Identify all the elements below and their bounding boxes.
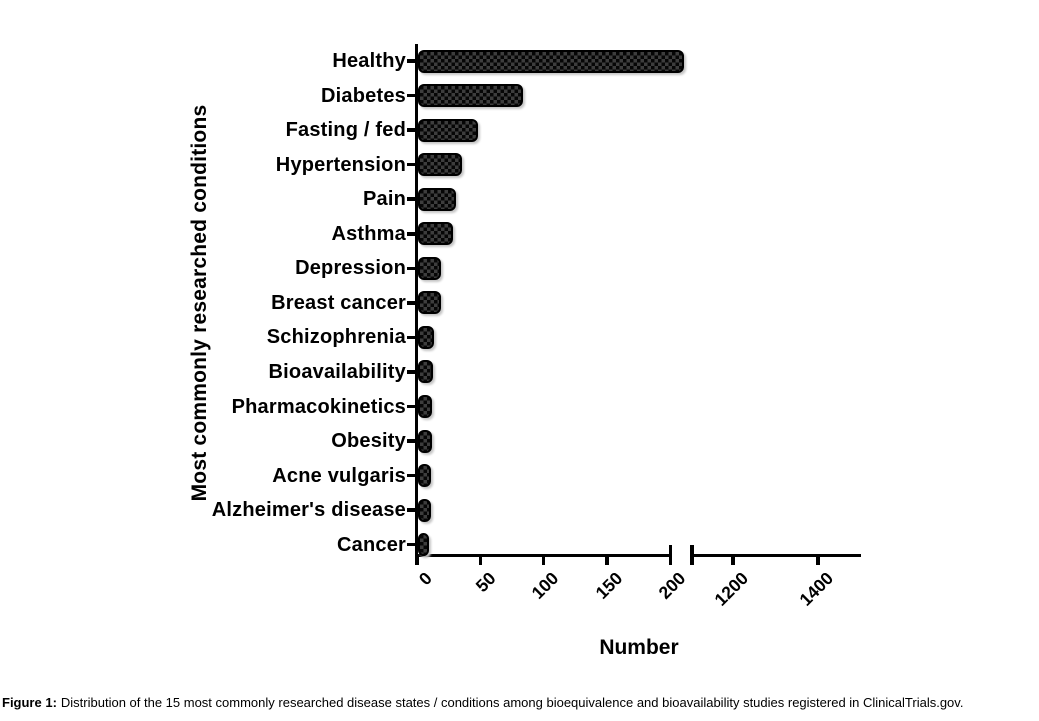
bar — [418, 187, 456, 211]
bar — [418, 291, 441, 315]
y-axis-tick — [406, 197, 415, 201]
x-tick-label: 1400 — [795, 568, 838, 610]
y-axis-tick — [406, 93, 415, 98]
x-axis-tick — [541, 556, 546, 565]
bar — [418, 84, 524, 108]
category-label: Obesity — [331, 430, 406, 453]
y-axis-tick — [406, 128, 415, 132]
category-label: Asthma — [331, 222, 406, 245]
x-axis-tick-break-right — [690, 545, 694, 565]
y-axis-tick — [406, 335, 415, 340]
x-tick-label: 100 — [528, 568, 563, 603]
bar — [418, 49, 684, 73]
category-label: Hypertension — [275, 153, 406, 176]
x-axis-title: Number — [599, 636, 679, 659]
category-label: Pharmacokinetics — [231, 395, 406, 418]
x-axis-segment-left — [414, 553, 672, 557]
x-tick-label: 1200 — [710, 568, 753, 610]
x-tick-label: 150 — [591, 568, 627, 603]
y-axis-tick — [406, 439, 415, 443]
category-label: Healthy — [332, 50, 406, 72]
x-axis-tick — [605, 556, 609, 565]
y-axis-line — [414, 44, 418, 557]
category-label: Alzheimer's disease — [211, 499, 406, 522]
category-label: Bioavailability — [268, 360, 406, 383]
category-label: Acne vulgaris — [272, 464, 406, 487]
x-axis-tick — [415, 556, 419, 565]
x-axis-tick — [478, 556, 483, 565]
bar — [418, 533, 430, 557]
x-axis-tick — [731, 556, 735, 565]
y-axis-tick — [406, 404, 415, 409]
bar — [418, 498, 431, 522]
y-axis-tick — [406, 473, 415, 478]
y-axis-tick — [406, 162, 415, 167]
category-label: Schizophrenia — [266, 326, 406, 349]
figure-caption-text: Distribution of the 15 most commonly res… — [60, 695, 964, 710]
y-axis-tick — [406, 59, 415, 63]
figure-caption: Figure 1: Distribution of the 15 most com… — [2, 694, 1037, 711]
bar — [418, 256, 441, 280]
figure-caption-label: Figure 1: — [2, 695, 57, 710]
bar — [418, 429, 432, 453]
category-label: Pain — [362, 188, 406, 211]
category-label: Breast cancer — [271, 291, 406, 314]
x-tick-label: 50 — [471, 568, 500, 596]
category-label: Cancer — [336, 533, 406, 556]
x-axis-tick — [816, 556, 820, 565]
category-label: Depression — [295, 257, 406, 280]
category-label: Diabetes — [321, 84, 406, 107]
y-axis-tick — [406, 301, 415, 305]
y-axis-tick — [406, 232, 415, 236]
x-axis-segment-right — [690, 553, 861, 557]
x-tick-label: 200 — [654, 568, 690, 603]
y-axis-tick — [406, 508, 415, 512]
bar — [418, 118, 478, 142]
bar — [418, 153, 463, 177]
y-axis-tick — [406, 266, 415, 271]
y-axis-tick — [406, 370, 415, 374]
bar — [418, 464, 431, 488]
x-axis-tick-break-left — [668, 545, 673, 565]
bar — [418, 360, 434, 384]
y-axis-tick — [406, 542, 415, 547]
bar — [418, 395, 432, 418]
category-label: Fasting / fed — [285, 119, 406, 142]
bar — [418, 325, 435, 349]
bar — [418, 222, 454, 246]
x-tick-label: 0 — [415, 568, 437, 590]
